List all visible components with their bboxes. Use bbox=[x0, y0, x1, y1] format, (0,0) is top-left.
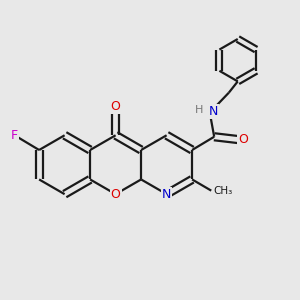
Text: N: N bbox=[162, 188, 171, 201]
Text: CH₃: CH₃ bbox=[214, 186, 233, 196]
Text: N: N bbox=[208, 105, 218, 118]
Text: O: O bbox=[111, 100, 121, 113]
Text: F: F bbox=[11, 129, 18, 142]
Text: O: O bbox=[111, 188, 121, 201]
Text: O: O bbox=[238, 133, 248, 146]
Text: H: H bbox=[194, 105, 203, 115]
